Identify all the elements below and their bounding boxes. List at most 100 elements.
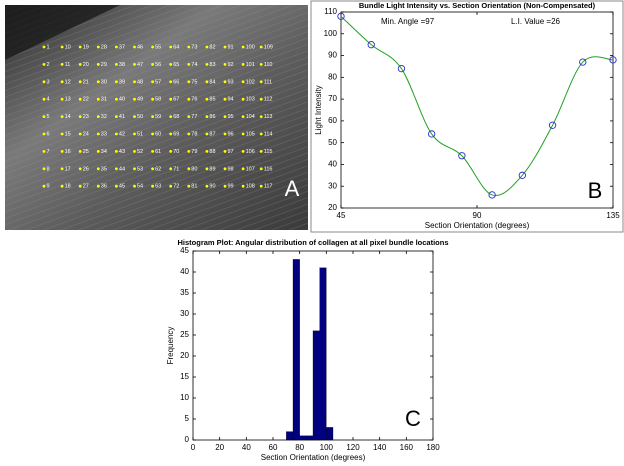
- grid-point-label: 111: [264, 79, 272, 85]
- grid-point: [96, 63, 100, 66]
- x-tick-label: 140: [373, 443, 387, 452]
- histogram-bar: [319, 267, 327, 441]
- grid-point: [151, 150, 155, 153]
- micrograph-panel: A 12345678910111213141516171819202122232…: [5, 5, 308, 230]
- grid-point: [187, 45, 191, 49]
- grid-point: [78, 80, 82, 84]
- histogram-bar: [292, 259, 300, 441]
- data-point: [428, 130, 436, 138]
- grid-point-label: 30: [101, 79, 107, 85]
- grid-point-label: 8: [47, 166, 50, 172]
- grid-point: [241, 97, 245, 101]
- x-tick-label: 40: [242, 443, 251, 452]
- grid-point-label: 25: [83, 149, 89, 155]
- grid-point-label: 18: [65, 184, 71, 190]
- grid-point: [96, 97, 100, 101]
- fit-curve: [340, 15, 614, 196]
- x-tick-label: 120: [346, 443, 360, 452]
- grid-point: [187, 184, 191, 188]
- grid-point: [259, 115, 263, 118]
- grid-point: [169, 115, 173, 118]
- grid-point-label: 97: [228, 149, 234, 155]
- grid-point: [241, 167, 245, 171]
- grid-point-label: 109: [264, 44, 273, 50]
- grid-point: [151, 167, 155, 171]
- grid-point: [133, 167, 136, 171]
- grid-point: [223, 150, 227, 153]
- grid-point: [96, 45, 100, 49]
- grid-point-label: 95: [228, 114, 234, 120]
- grid-point: [169, 63, 173, 66]
- grid-point: [60, 132, 64, 136]
- y-tick-label: 25: [180, 330, 189, 339]
- grid-point: [133, 184, 136, 188]
- chart-title: Histogram Plot: Angular distribution of …: [178, 238, 449, 247]
- grid-point-label: 80: [191, 166, 197, 172]
- grid-point-label: 6: [47, 131, 50, 137]
- grid-point: [133, 63, 136, 66]
- grid-point-label: 117: [264, 184, 273, 190]
- grid-point: [133, 45, 136, 49]
- grid-point: [115, 45, 118, 49]
- x-tick-label: 60: [269, 443, 278, 452]
- grid-point-label: 1: [47, 44, 50, 50]
- grid-point-label: 103: [246, 97, 255, 103]
- grid-point: [241, 150, 245, 153]
- grid-point: [115, 167, 118, 171]
- grid-point-label: 36: [101, 184, 107, 190]
- y-axis-label: Light Intensity: [314, 85, 323, 134]
- grid-point: [241, 45, 245, 49]
- grid-point: [223, 45, 227, 49]
- grid-point-label: 12: [65, 79, 71, 85]
- grid-point: [241, 132, 245, 136]
- x-axis-label: Section Orientation (degrees): [425, 221, 530, 230]
- y-tick-label: 40: [328, 160, 337, 169]
- grid-point-label: 86: [209, 114, 215, 120]
- grid-point: [205, 150, 209, 153]
- panel-label: B: [588, 178, 603, 203]
- grid-point-label: 88: [209, 149, 215, 155]
- y-tick-label: 70: [328, 94, 337, 103]
- grid-point-label: 33: [101, 131, 107, 137]
- grid-point-label: 42: [119, 131, 125, 137]
- grid-point-label: 59: [155, 114, 161, 120]
- data-point: [367, 41, 375, 49]
- y-tick-label: 80: [328, 72, 337, 81]
- grid-point-label: 112: [264, 97, 273, 103]
- grid-point: [205, 45, 209, 49]
- grid-point: [60, 115, 64, 118]
- grid-point-label: 90: [209, 184, 215, 190]
- grid-point-label: 54: [137, 184, 143, 190]
- grid-point: [78, 45, 82, 49]
- panel-label: A: [285, 176, 300, 201]
- grid-point-label: 53: [137, 166, 143, 172]
- y-tick-label: 110: [324, 7, 337, 16]
- grid-point: [60, 150, 64, 153]
- grid-point-label: 55: [155, 44, 161, 50]
- grid-point-label: 24: [83, 131, 89, 137]
- grid-point: [169, 150, 173, 153]
- grid-point: [42, 45, 46, 49]
- grid-point: [151, 184, 155, 188]
- grid-point: [78, 167, 82, 171]
- fiber-texture: [5, 5, 308, 230]
- grid-point: [187, 97, 191, 101]
- grid-point: [151, 115, 155, 118]
- grid-point: [115, 115, 118, 118]
- grid-point-label: 98: [228, 166, 234, 172]
- y-tick-label: 20: [328, 203, 337, 212]
- grid-point: [115, 63, 118, 66]
- grid-point: [42, 150, 46, 153]
- grid-point: [78, 150, 82, 153]
- y-tick-label: 90: [328, 51, 337, 60]
- y-tick-label: 30: [180, 309, 189, 318]
- grid-point: [96, 115, 100, 118]
- y-tick-label: 5: [185, 414, 190, 423]
- grid-point: [259, 45, 263, 49]
- grid-point: [205, 63, 209, 66]
- grid-point-label: 56: [155, 62, 161, 68]
- grid-point: [96, 80, 100, 84]
- grid-point: [60, 80, 64, 84]
- annotation: L.I. Value =26: [511, 17, 561, 26]
- grid-point: [187, 115, 191, 118]
